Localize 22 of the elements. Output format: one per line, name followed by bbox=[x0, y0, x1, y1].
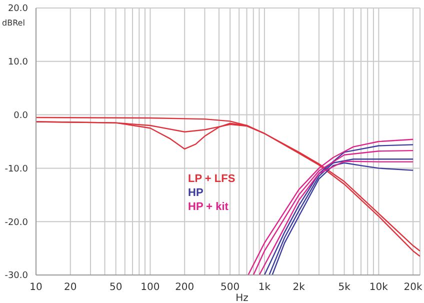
x-axis-title: Hz bbox=[236, 293, 248, 303]
x-tick-label: 5k bbox=[338, 282, 351, 294]
x-tick-label: 100 bbox=[140, 282, 160, 294]
text: HP bbox=[188, 186, 204, 200]
y-tick-label: 0.0 bbox=[14, 110, 28, 121]
x-tick-label: 50 bbox=[109, 282, 122, 294]
x-tick-label: 500 bbox=[220, 282, 240, 294]
x-tick-label: 20k bbox=[404, 282, 423, 294]
y-tick-label: 10.0 bbox=[8, 58, 28, 68]
x-tick-label: 10k bbox=[369, 282, 388, 294]
x-tick-label: 200 bbox=[175, 282, 194, 294]
text: LP + LFS bbox=[188, 172, 236, 186]
y-tick-label: -30.0 bbox=[4, 271, 28, 282]
y-tick-label: -10.0 bbox=[4, 164, 28, 174]
text: HP + kit bbox=[188, 200, 230, 214]
x-tick-label: 1k bbox=[258, 282, 271, 294]
y-axis-title: dBRel bbox=[2, 18, 25, 28]
y-tick-label: -20.0 bbox=[4, 218, 28, 228]
y-tick-label: 20.0 bbox=[8, 4, 28, 14]
x-tick-label: 2k bbox=[292, 282, 306, 294]
x-tick-label: 10 bbox=[30, 282, 42, 294]
x-tick-label: 20 bbox=[64, 282, 77, 294]
